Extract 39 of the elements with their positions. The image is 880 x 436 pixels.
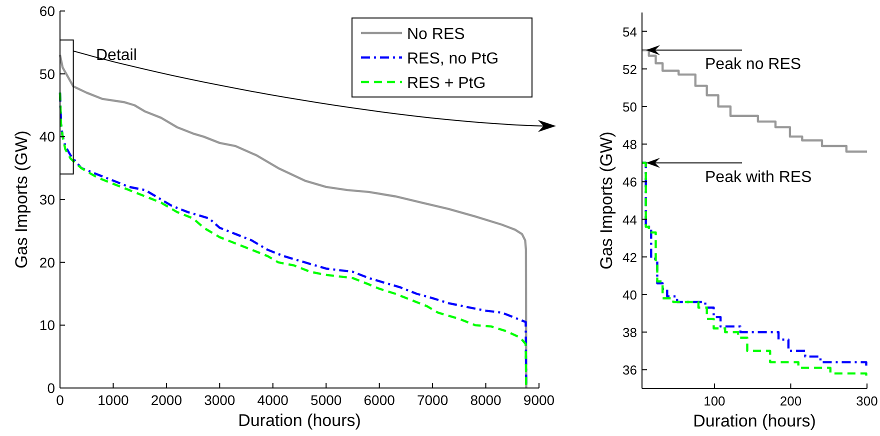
y-tick-label: 10 xyxy=(39,317,56,334)
annotation: Detail xyxy=(96,47,137,64)
y-tick-label: 40 xyxy=(39,128,56,145)
legend-label: RES + PtG xyxy=(407,75,486,92)
y-tick-label: 44 xyxy=(622,212,637,228)
legend-label: RES, no PtG xyxy=(407,50,499,68)
annotation: Peak no RES xyxy=(705,56,802,74)
x-tick-label: 6000 xyxy=(364,392,396,408)
y-tick-label: 48 xyxy=(622,137,637,152)
x-tick-label: 8000 xyxy=(470,392,502,408)
y-axis-title: Gas Imports (GW) xyxy=(597,132,616,270)
x-tick-label: 1000 xyxy=(98,392,129,408)
y-tick-label: 42 xyxy=(622,250,637,265)
x-tick-label: 4000 xyxy=(257,392,289,408)
x-tick-label: 100 xyxy=(704,394,726,408)
y-tick-label: 36 xyxy=(622,362,637,378)
y-tick-label: 50 xyxy=(622,100,637,114)
y-tick-label: 0 xyxy=(47,380,56,396)
x-tick-label: 300 xyxy=(856,394,878,408)
y-tick-label: 40 xyxy=(622,288,637,302)
x-tick-label: 9000 xyxy=(523,392,555,408)
y-tick-label: 30 xyxy=(39,192,56,208)
x-tick-label: 5000 xyxy=(310,392,342,408)
x-axis-title: Duration (hours) xyxy=(238,411,361,430)
y-tick-label: 50 xyxy=(39,66,56,82)
y-tick-label: 54 xyxy=(622,24,637,40)
x-tick-label: 7000 xyxy=(416,392,448,408)
legend-label: No RES xyxy=(407,26,465,43)
y-axis-title: Gas Imports (GW) xyxy=(12,130,31,268)
y-tick-label: 52 xyxy=(622,62,637,77)
annotation: Peak with RES xyxy=(705,168,812,186)
y-tick-label: 46 xyxy=(622,174,637,190)
y-tick-label: 60 xyxy=(39,3,56,19)
y-tick-label: 20 xyxy=(39,254,56,270)
x-tick-label: 3000 xyxy=(204,392,236,408)
x-tick-label: 200 xyxy=(780,394,802,408)
x-tick-label: 2000 xyxy=(150,392,182,408)
y-tick-label: 38 xyxy=(622,325,637,340)
x-axis-title: Duration (hours) xyxy=(693,412,816,430)
